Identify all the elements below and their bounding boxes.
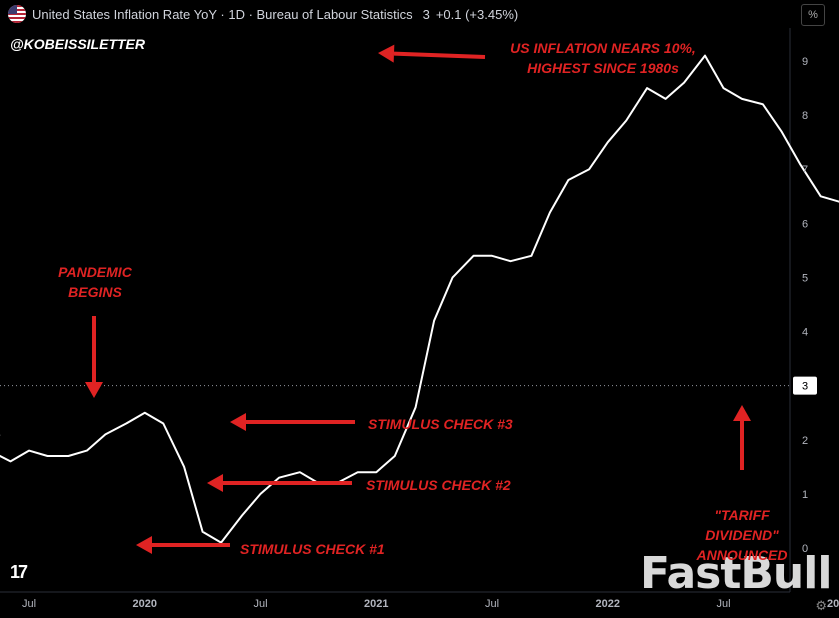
last-value: 3 xyxy=(422,6,430,22)
y-tick-label: 5 xyxy=(802,272,808,284)
us-flag-icon xyxy=(8,5,26,23)
annotation-stimulus-3: STIMULUS CHECK #3 xyxy=(368,416,513,432)
kobeissi-watermark: @KOBEISSILETTER xyxy=(10,36,145,52)
last-value-box xyxy=(793,376,817,395)
y-tick-label: 4 xyxy=(802,327,808,339)
tariff-arrow-head xyxy=(733,405,751,421)
inflation-series-line xyxy=(0,54,839,544)
fastbull-logo: FastBull xyxy=(640,548,832,599)
chart-header: United States Inflation Rate YoY · 1D · … xyxy=(0,0,518,28)
y-tick-label: 6 xyxy=(802,218,808,230)
annotation-peak: US INFLATION NEARS 10%, HIGHEST SINCE 198… xyxy=(510,40,696,76)
x-tick-label: 2020 xyxy=(133,598,157,610)
x-tick-label: 2021 xyxy=(364,598,388,610)
annotation-stimulus-2: STIMULUS CHECK #2 xyxy=(366,477,511,493)
x-tick-label: Jul xyxy=(716,598,730,610)
settings-gear-icon[interactable]: ⚙ xyxy=(815,598,827,613)
x-tick-label: Jul xyxy=(253,598,267,610)
stimulus1-arrow-head xyxy=(136,536,152,554)
y-tick-label: 0 xyxy=(802,543,808,555)
tradingview-logo: 17 xyxy=(10,562,28,582)
x-tick-label: Jul xyxy=(22,598,36,610)
peak-arrow-shaft xyxy=(393,51,486,59)
pandemic-arrow-head xyxy=(85,382,103,398)
y-tick-label: 2 xyxy=(802,435,808,447)
chart-title: United States Inflation Rate YoY · 1D · … xyxy=(32,6,413,22)
peak-arrow-head xyxy=(378,44,395,63)
percent-scale-button[interactable]: % xyxy=(801,4,825,26)
stimulus2-arrow-head xyxy=(207,474,223,492)
x-tick-label: 2022 xyxy=(596,598,620,610)
y-tick-label: 8 xyxy=(802,110,808,122)
annotation-tariff: "TARIFF DIVIDEND" ANNOUNCED xyxy=(696,507,788,563)
y-tick-label: 1 xyxy=(802,489,808,501)
y-tick-label: 9 xyxy=(802,56,808,68)
x-tick-label: 2023 xyxy=(827,598,839,610)
annotation-stimulus-1: STIMULUS CHECK #1 xyxy=(240,541,385,557)
last-value-label: 3 xyxy=(802,381,808,393)
change-value: +0.1 (+3.45%) xyxy=(435,6,519,22)
stimulus3-arrow-head xyxy=(230,413,246,431)
annotation-pandemic: PANDEMIC BEGINS xyxy=(58,264,132,300)
x-tick-label: Jul xyxy=(485,598,499,610)
y-tick-label: 3 xyxy=(802,381,808,393)
y-tick-label: 7 xyxy=(802,164,808,176)
